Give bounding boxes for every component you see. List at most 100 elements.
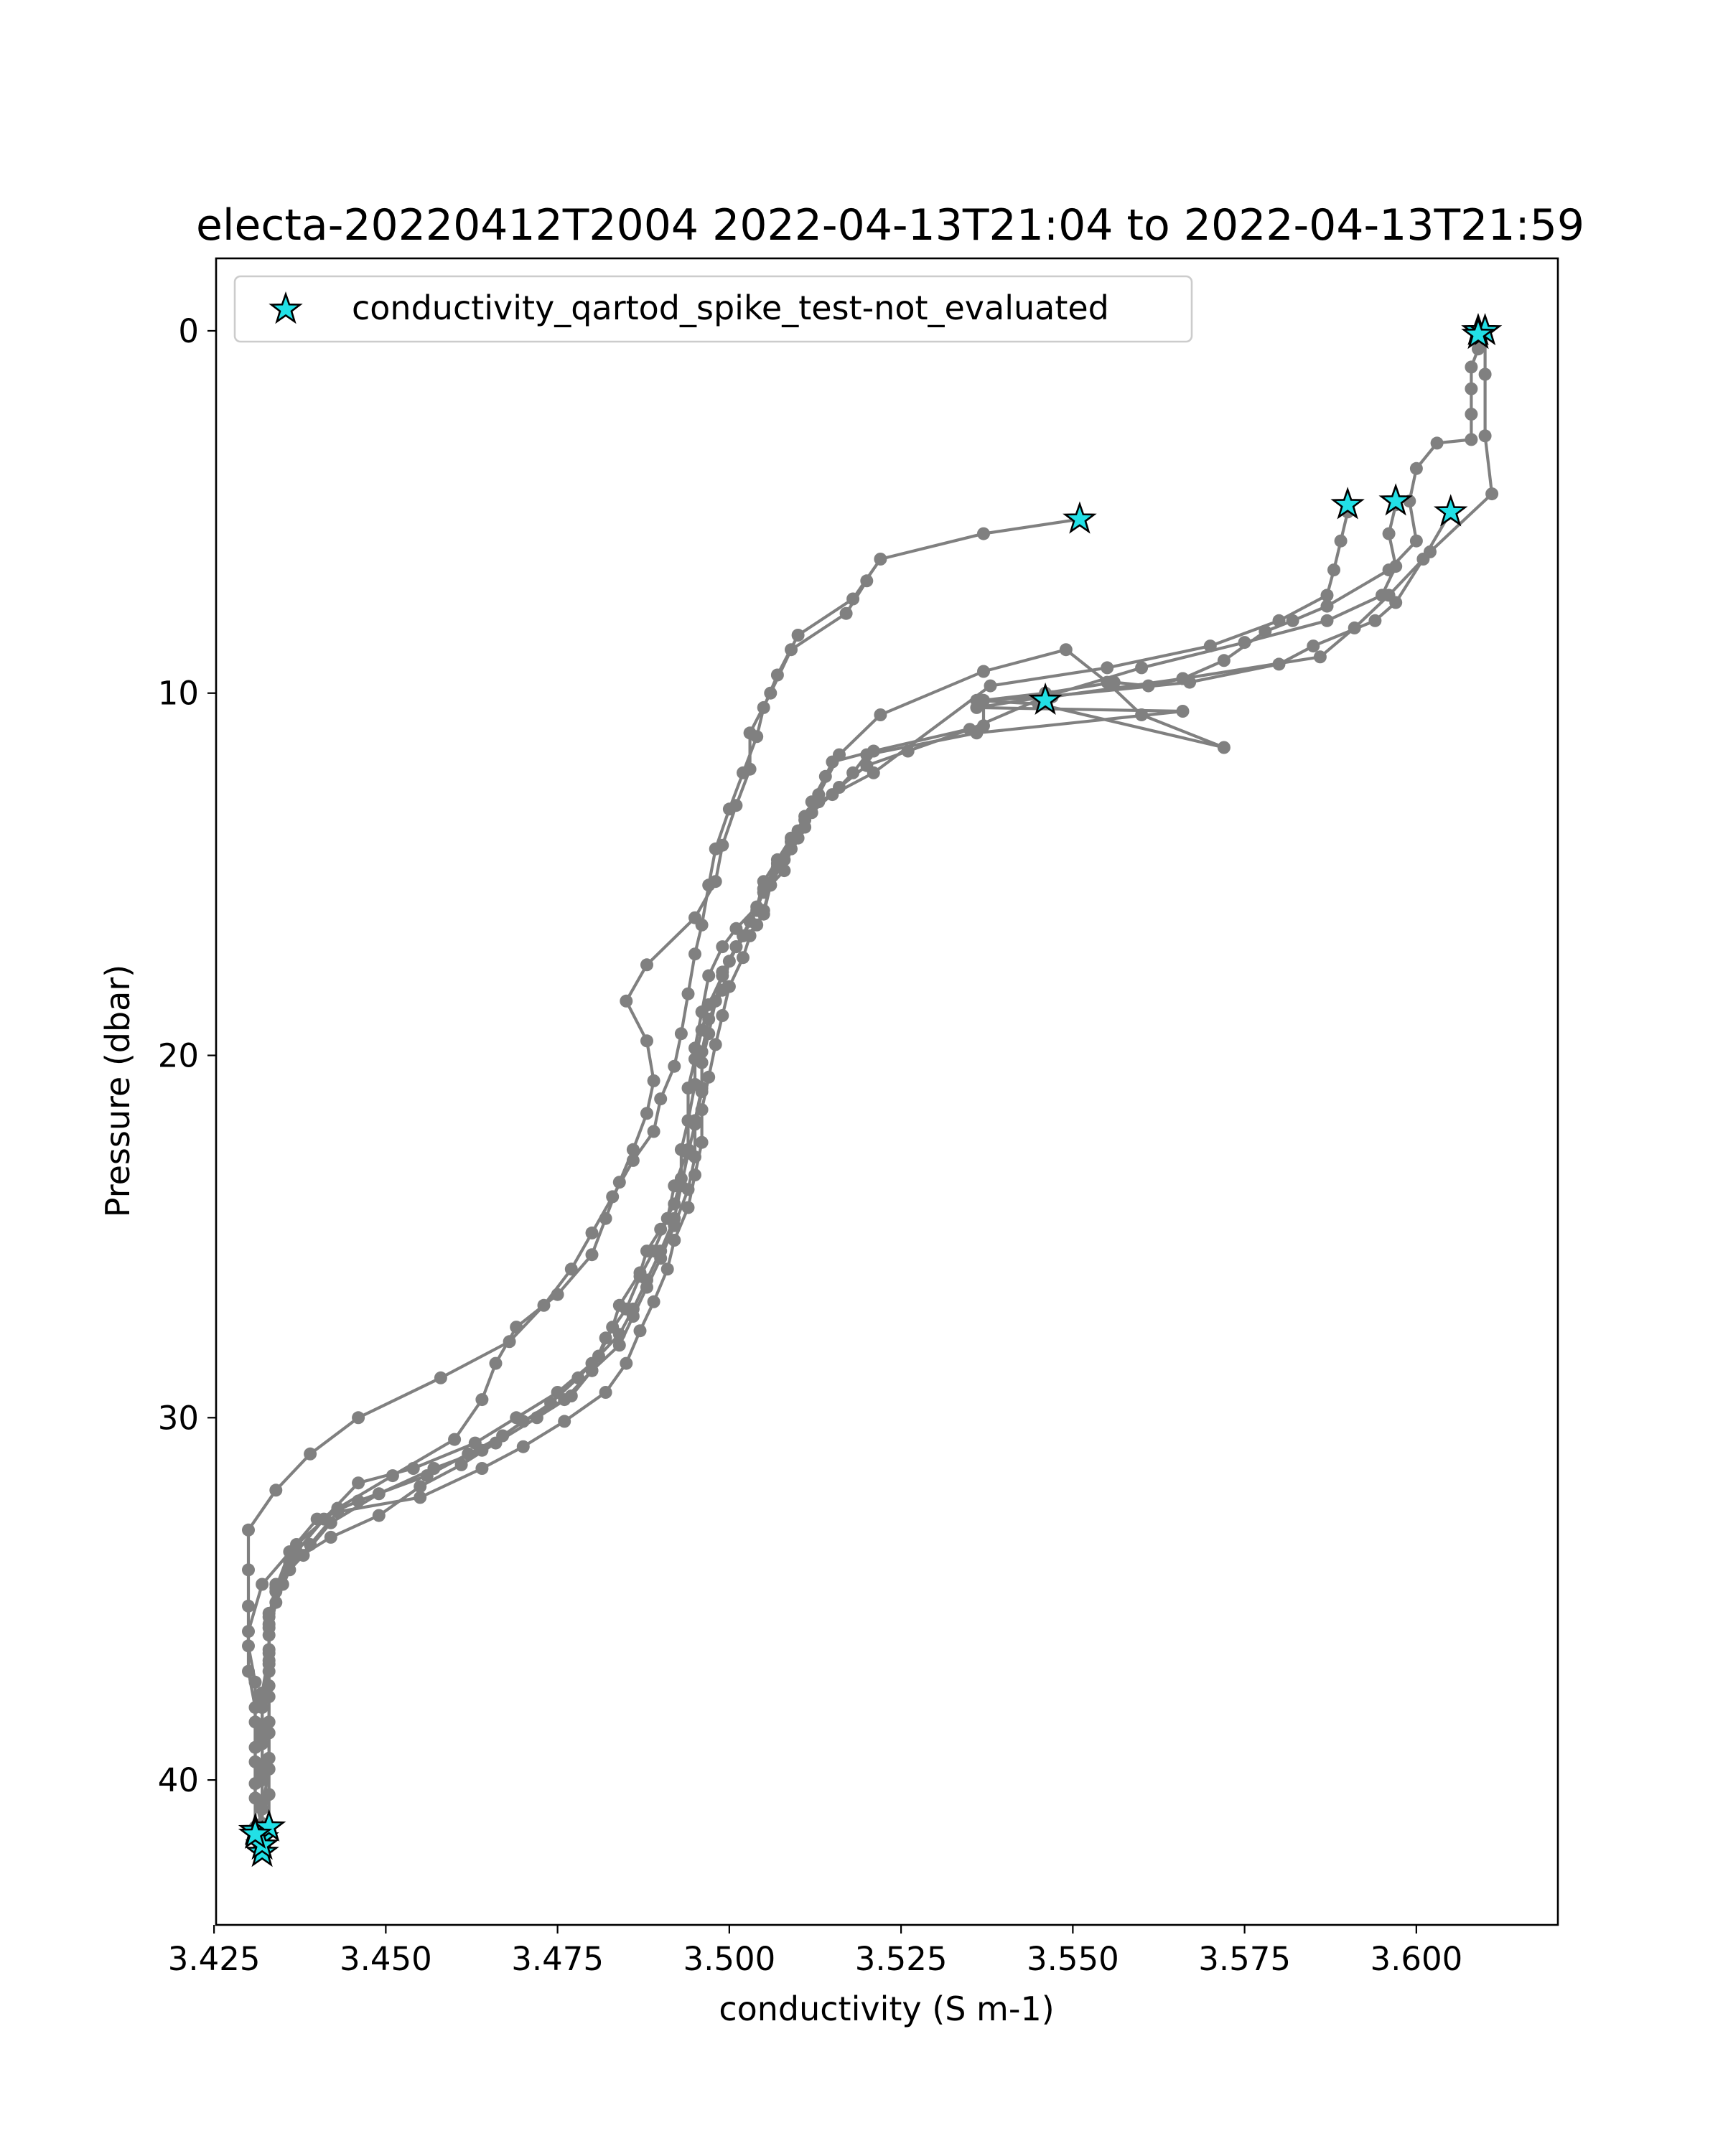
profile-point <box>1217 654 1231 667</box>
profile-point <box>695 1056 709 1069</box>
profile-point <box>695 1085 709 1098</box>
profile-point <box>668 1211 681 1225</box>
x-tick-label: 3.475 <box>511 1940 604 1978</box>
y-tick-label: 10 <box>158 675 199 713</box>
profile-point <box>709 875 722 889</box>
profile-point <box>729 940 743 954</box>
profile-point <box>1465 408 1478 421</box>
profile-point <box>262 1788 276 1801</box>
profile-point <box>785 643 798 657</box>
profile-point <box>317 1512 331 1526</box>
profile-point <box>660 1262 674 1276</box>
profile-point <box>984 679 997 693</box>
profile-point <box>414 1480 427 1494</box>
profile-point <box>860 574 874 588</box>
profile-point <box>626 1302 640 1316</box>
profile-point <box>1286 614 1299 627</box>
profile-series-6 <box>256 505 1355 1830</box>
profile-point <box>406 1462 420 1475</box>
profile-point <box>963 723 976 736</box>
profile-point <box>702 1070 716 1084</box>
profile-point <box>427 1462 441 1475</box>
profile-point <box>242 1523 255 1537</box>
profile-point <box>1478 367 1492 381</box>
profile-point <box>585 1226 599 1239</box>
profile-point <box>1465 433 1478 446</box>
profile-point <box>551 1288 564 1301</box>
profile-point <box>839 606 853 620</box>
profile-point <box>599 1211 612 1225</box>
profile-point <box>1389 560 1403 573</box>
profile-point <box>626 1143 640 1156</box>
profile-point <box>716 940 729 954</box>
profile-point <box>1465 382 1478 395</box>
profile-point <box>475 1393 489 1407</box>
profile-point <box>1320 589 1334 602</box>
y-tick-label: 40 <box>158 1761 199 1799</box>
spike-test-markers <box>238 313 1503 1867</box>
legend-star-icon <box>269 291 303 324</box>
profile-point <box>743 914 757 928</box>
profile-point <box>256 1773 269 1787</box>
legend-star-marker <box>269 291 303 324</box>
profile-point <box>510 1321 523 1334</box>
profile-point <box>414 1491 427 1504</box>
axes-frame <box>215 257 1559 1926</box>
profile-point <box>770 861 784 873</box>
x-tick-label: 3.500 <box>683 1940 775 1978</box>
profile-point <box>640 1107 653 1120</box>
profile-point <box>633 1324 647 1338</box>
profile-point <box>654 1092 668 1106</box>
x-axis-ticks: 3.425 3.450 3.475 3.500 3.525 3.550 3.575 3.600 <box>168 1925 1462 1978</box>
profile-point <box>1059 643 1073 657</box>
profile-point <box>256 1578 269 1591</box>
profile-point <box>352 1411 365 1425</box>
profile-point <box>791 831 805 845</box>
profile-point <box>1176 705 1190 718</box>
spike-test-star <box>1028 682 1063 716</box>
profile-point <box>1307 639 1320 653</box>
profile-point <box>860 748 874 761</box>
profile-point <box>269 1484 283 1497</box>
profile-point <box>695 1135 709 1149</box>
legend-label: conductivity_qartod_spike_test-not_evalu… <box>352 289 1109 327</box>
profile-point <box>640 1034 653 1048</box>
profile-point <box>242 1664 255 1678</box>
profile-point <box>702 969 716 983</box>
legend: conductivity_qartod_spike_test-not_evalu… <box>233 275 1193 343</box>
profile-point <box>833 781 846 794</box>
profile-point <box>757 907 770 921</box>
profile-point <box>681 987 695 1000</box>
profile-point <box>516 1440 530 1453</box>
spike-test-star <box>1433 494 1468 527</box>
profile-point <box>564 1262 578 1276</box>
profile-point <box>1416 553 1430 566</box>
profile-point <box>256 1701 269 1715</box>
spike-test-star <box>251 1809 286 1842</box>
profile-point <box>448 1433 462 1446</box>
profile-point <box>599 1331 612 1345</box>
profile-point <box>674 1179 688 1193</box>
profile-point <box>1485 487 1499 501</box>
profile-point <box>1376 589 1388 602</box>
profile-point <box>1101 661 1114 675</box>
profile-point <box>620 1356 633 1370</box>
profile-line <box>246 580 869 1827</box>
profile-point <box>674 1027 688 1041</box>
profile-point <box>1389 596 1403 609</box>
profile-point <box>256 1737 269 1750</box>
profile-point <box>681 1201 695 1214</box>
profile-point <box>262 1751 276 1765</box>
x-tick-label: 3.450 <box>340 1940 432 1978</box>
profile-point <box>791 629 805 642</box>
profile-point <box>764 686 778 700</box>
spike-test-star <box>1461 317 1495 350</box>
profile-point <box>454 1458 468 1471</box>
profile-point <box>716 965 729 979</box>
profile-point <box>262 1606 276 1620</box>
profile-point <box>1472 342 1485 356</box>
profile-point <box>276 1578 289 1591</box>
profile-point <box>1368 614 1382 627</box>
